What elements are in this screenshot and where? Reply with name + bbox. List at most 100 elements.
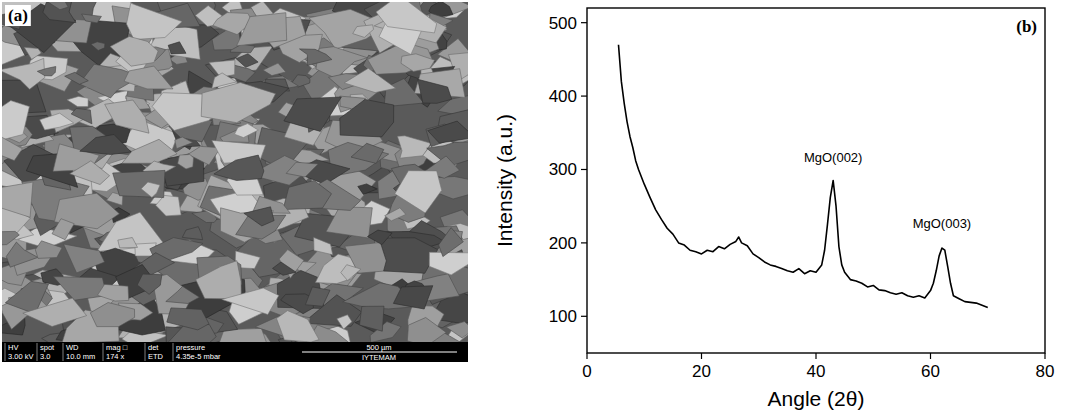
- sem-flake: [37, 67, 56, 76]
- sem-flake: [368, 230, 393, 245]
- sem-flake: [353, 25, 374, 38]
- y-tick-label: 500: [549, 14, 577, 33]
- scale-bar-label: 500 µm: [366, 343, 391, 352]
- sem-flake: [439, 228, 464, 257]
- info-value: 174 x: [106, 352, 125, 361]
- sem-flake: [2, 138, 22, 161]
- y-tick-label: 400: [549, 87, 577, 106]
- sem-flake: [196, 261, 242, 299]
- y-tick: [581, 242, 587, 243]
- y-tick-label: 300: [549, 160, 577, 179]
- panel-label: (a): [8, 6, 28, 25]
- sem-flake: [2, 182, 33, 217]
- info-header: mag □: [106, 343, 128, 352]
- info-header: det: [148, 343, 159, 352]
- x-tick: [930, 353, 931, 359]
- sem-flake: [40, 113, 74, 130]
- x-tick-label: 0: [582, 362, 591, 381]
- sem-flake: [300, 49, 332, 66]
- sem-flake: [65, 72, 89, 84]
- sem-flake: [98, 284, 129, 301]
- info-divider: [103, 343, 104, 361]
- sem-flake: [244, 207, 274, 226]
- sem-flake: [2, 58, 45, 89]
- info-divider: [63, 343, 64, 361]
- sem-flake: [201, 83, 275, 123]
- sem-flake: [175, 137, 193, 149]
- y-tick: [581, 169, 587, 170]
- sem-flake: [35, 241, 62, 259]
- sem-flake: [360, 306, 385, 331]
- info-header: WD: [66, 343, 79, 352]
- xrd-chart: 020406080100200300400500Angle (2θ)Intens…: [493, 8, 1054, 410]
- sem-flake: [182, 227, 202, 240]
- peak-label: MgO(003): [913, 216, 972, 231]
- sem-flake: [286, 162, 318, 177]
- sem-flake: [337, 315, 352, 329]
- info-header: HV: [8, 343, 18, 352]
- sem-panel: (a)HV3.00 kVspot3.0WD10.0 mmmag □174 xde…: [0, 0, 492, 362]
- y-tick: [581, 316, 587, 317]
- sem-flake: [71, 108, 92, 123]
- sem-flakes: [2, 2, 468, 342]
- sem-flake: [222, 288, 279, 315]
- sem-flake: [401, 54, 435, 72]
- sem-flake: [376, 2, 437, 33]
- lab-name: IYTEMAM: [362, 353, 396, 362]
- sem-flake: [358, 184, 377, 195]
- sem-flake: [113, 170, 165, 197]
- x-axis-title: Angle (2θ): [768, 387, 865, 410]
- sem-flake: [105, 100, 149, 133]
- panel-label: (b): [1016, 17, 1037, 36]
- sem-flake: [314, 237, 333, 254]
- info-value: 10.0 mm: [66, 352, 95, 361]
- plot-area: [618, 45, 987, 308]
- info-divider: [173, 343, 174, 361]
- sem-flake: [305, 287, 330, 306]
- sem-flake: [236, 54, 258, 68]
- sem-flake: [43, 2, 76, 23]
- sem-flake: [70, 161, 110, 185]
- sem-flake: [82, 14, 102, 23]
- sem-flake: [340, 99, 394, 136]
- sem-flake: [429, 252, 468, 275]
- sem-flake: [167, 308, 209, 330]
- sem-flake: [166, 286, 200, 303]
- x-tick: [815, 353, 816, 359]
- sem-flake: [385, 208, 406, 221]
- sem-flake: [283, 181, 332, 210]
- info-divider: [145, 343, 146, 361]
- sem-flake: [90, 303, 134, 327]
- peak-label: MgO(002): [804, 150, 863, 165]
- x-tick-label: 60: [921, 362, 940, 381]
- sem-flake: [91, 42, 105, 51]
- sem-flake: [418, 79, 452, 103]
- x-tick-label: 40: [807, 362, 826, 381]
- sem-flake: [428, 121, 468, 143]
- xrd-line: [618, 45, 987, 308]
- info-value: ETD: [148, 352, 164, 361]
- x-tick: [1044, 353, 1045, 359]
- sem-flake: [351, 143, 384, 163]
- sem-flake: [52, 219, 74, 240]
- sem-flake: [2, 231, 19, 245]
- sem-flake: [124, 66, 173, 89]
- sem-flake: [6, 242, 38, 267]
- x-tick-label: 20: [692, 362, 711, 381]
- sem-flake: [137, 274, 162, 294]
- sem-flake: [263, 63, 286, 76]
- plot-frame: [587, 8, 1045, 353]
- sem-flake: [273, 262, 297, 275]
- sem-flake: [446, 322, 468, 338]
- sem-background: [2, 2, 468, 342]
- sem-flake: [118, 238, 138, 248]
- sem-flake: [2, 101, 29, 142]
- sem-flake: [407, 318, 446, 343]
- info-bar: [2, 342, 468, 362]
- y-tick: [581, 95, 587, 96]
- info-header: spot: [40, 343, 55, 352]
- sem-flake: [53, 277, 106, 301]
- sem-flake: [237, 13, 287, 46]
- sem-flake: [168, 42, 186, 54]
- sem-flake: [341, 265, 361, 281]
